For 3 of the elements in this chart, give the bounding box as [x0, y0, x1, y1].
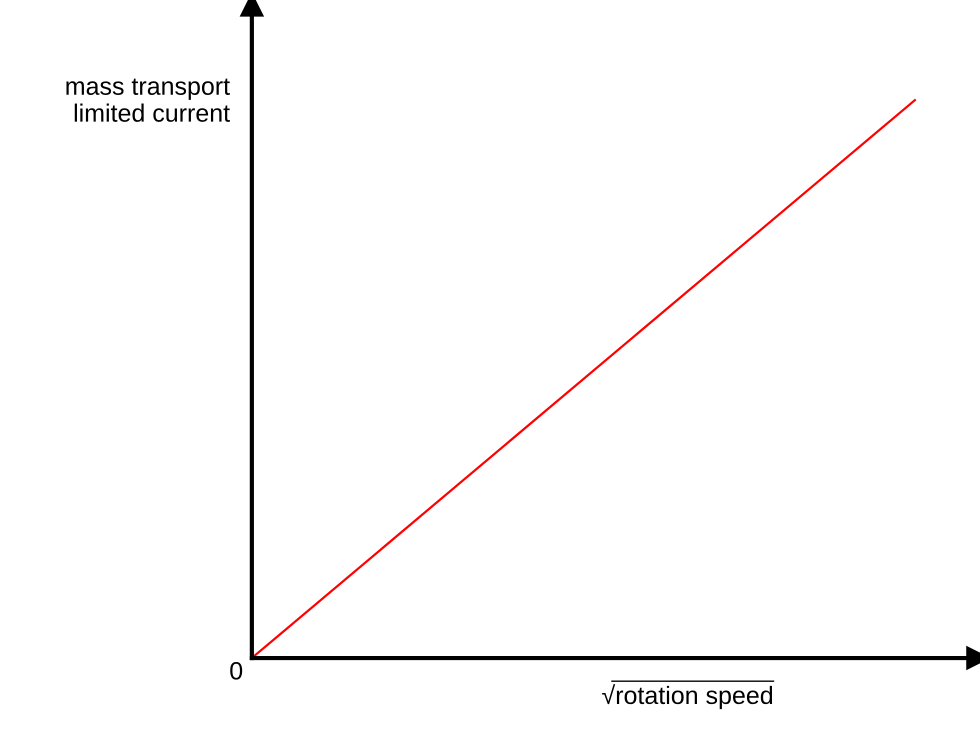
x-axis-title: √rotation speed — [602, 684, 772, 710]
y-axis-title: mass transport limited current — [66, 78, 230, 122]
text: 0 — [230, 662, 242, 680]
